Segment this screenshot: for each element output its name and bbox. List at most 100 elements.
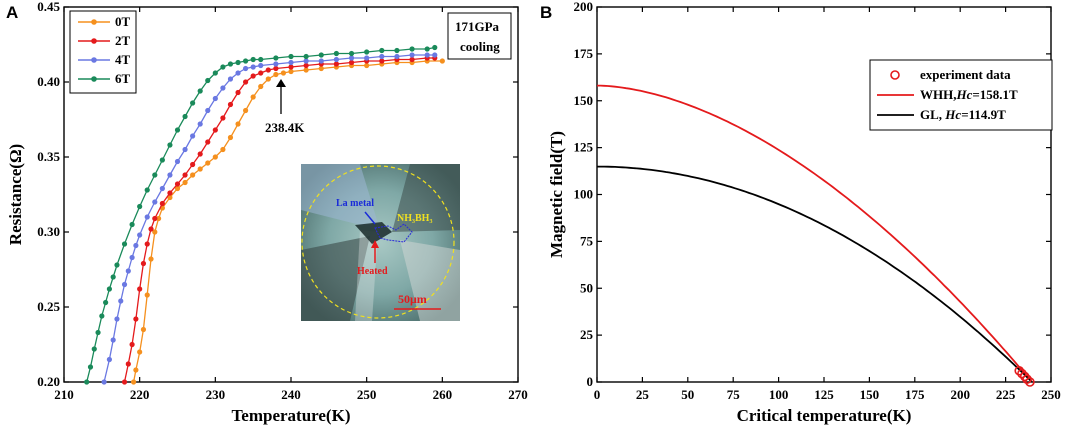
annotation-arrowhead	[276, 79, 286, 87]
data-point-0T	[250, 94, 256, 100]
data-point-2T	[129, 341, 135, 348]
data-point-2T	[409, 56, 415, 63]
x-tick-label: 220	[130, 387, 150, 402]
scale-bar-label: 50μm	[398, 292, 427, 306]
data-point-6T	[250, 56, 256, 63]
data-point-0T	[205, 160, 211, 166]
data-point-0T	[220, 146, 226, 153]
data-point-4T	[258, 62, 264, 69]
data-point-0T	[265, 76, 271, 82]
data-point-2T	[167, 190, 173, 196]
data-point-4T	[235, 70, 241, 76]
data-point-6T	[137, 203, 143, 210]
panel-b-axes: 0 25 50 75 100 125 150 175 200 225 250 0 25 50 75 100 12…	[547, 0, 1061, 425]
legend-label-1: WHH,Hc=158.1T	[920, 87, 1018, 102]
data-point-6T	[318, 52, 324, 58]
data-point-0T	[243, 107, 249, 114]
panel-a-letter: A	[6, 3, 18, 22]
data-point-4T	[364, 55, 370, 61]
data-point-0T	[212, 154, 218, 160]
data-point-2T	[148, 226, 154, 232]
data-point-0T	[227, 134, 234, 141]
data-point-2T	[379, 58, 385, 64]
data-point-2T	[190, 161, 196, 168]
inset-label-la-metal: La metal	[336, 198, 374, 209]
data-point-4T	[220, 85, 226, 91]
data-point-0T	[167, 194, 173, 201]
data-point-2T	[273, 65, 279, 72]
x-tick-label: 200	[950, 387, 970, 402]
data-point-6T	[144, 187, 150, 193]
experiment-point	[1025, 377, 1035, 387]
y-tick-label: 200	[574, 0, 594, 14]
panel-a-info-box: 171GPa cooling	[447, 12, 512, 60]
data-point-2T	[197, 151, 203, 157]
data-point-4T	[182, 146, 188, 153]
y-tick-label: 0.20	[37, 374, 60, 389]
panel-a-legend: 0T 2T 4T 6T	[69, 10, 137, 94]
data-point-2T	[227, 101, 234, 108]
data-point-4T	[273, 61, 279, 67]
y-axis-title: Resistance(Ω)	[6, 144, 25, 245]
data-point-4T	[159, 185, 165, 192]
x-tick-label: 75	[727, 387, 741, 402]
data-point-0T	[280, 70, 287, 76]
y-tick-label: 25	[580, 327, 594, 342]
data-point-4T	[303, 58, 309, 64]
x-tick-label: 150	[860, 387, 880, 402]
data-point-0T	[152, 229, 158, 235]
data-point-6T	[106, 286, 112, 292]
experiment-point	[1017, 368, 1027, 379]
data-point-6T	[243, 58, 249, 64]
data-point-4T	[129, 254, 135, 261]
data-point-6T	[129, 221, 135, 228]
data-point-4T	[114, 316, 120, 322]
y-tick-label: 0	[587, 374, 594, 389]
data-point-0T	[288, 68, 294, 75]
x-axis-title: Temperature(K)	[232, 406, 351, 425]
x-tick-label: 225	[996, 387, 1016, 402]
legend-marker-experiment	[890, 70, 900, 80]
data-point-2T	[288, 64, 294, 70]
data-point-6T	[273, 55, 279, 61]
x-tick-label: 250	[357, 387, 377, 402]
data-point-2T	[303, 62, 309, 69]
data-point-6T	[190, 100, 196, 106]
data-point-0T	[155, 215, 162, 222]
data-point-6T	[95, 329, 101, 336]
data-point-6T	[167, 142, 173, 148]
data-point-0T	[318, 65, 324, 72]
panel-b-legend: experiment data WHH,Hc=158.1T GL, Hc=114.9…	[869, 59, 1053, 131]
data-point-4T	[137, 232, 143, 238]
data-point-2T	[133, 316, 139, 322]
experiment-point	[1019, 371, 1030, 382]
annotation-label: 238.4K	[265, 120, 305, 135]
data-point-6T	[182, 113, 188, 120]
panel-a-series	[84, 44, 445, 385]
legend-label-2T: 2T	[115, 33, 131, 48]
inset-micrograph: La metal NH₃BH₃ Heated 50μm	[301, 164, 460, 321]
data-point-6T	[394, 47, 400, 54]
data-point-6T	[227, 61, 234, 67]
data-point-6T	[121, 241, 128, 247]
data-point-0T	[133, 367, 139, 373]
data-point-6T	[303, 53, 309, 60]
data-point-6T	[424, 46, 430, 52]
data-point-6T	[220, 64, 226, 70]
data-point-2T	[265, 67, 271, 73]
data-point-6T	[103, 299, 109, 306]
data-point-0T	[303, 67, 309, 73]
x-tick-label: 260	[433, 387, 453, 402]
data-point-4T	[243, 65, 249, 72]
data-point-4T	[212, 95, 218, 102]
data-point-6T	[212, 70, 218, 76]
legend-marker-0T	[91, 19, 97, 25]
data-point-4T	[424, 52, 430, 58]
y-tick-label: 0.45	[37, 0, 60, 14]
data-point-2T	[235, 89, 241, 96]
data-point-4T	[106, 356, 112, 363]
x-tick-label: 175	[905, 387, 925, 402]
x-tick-label: 210	[54, 387, 74, 402]
data-point-4T	[318, 58, 324, 64]
data-point-6T	[197, 88, 203, 94]
